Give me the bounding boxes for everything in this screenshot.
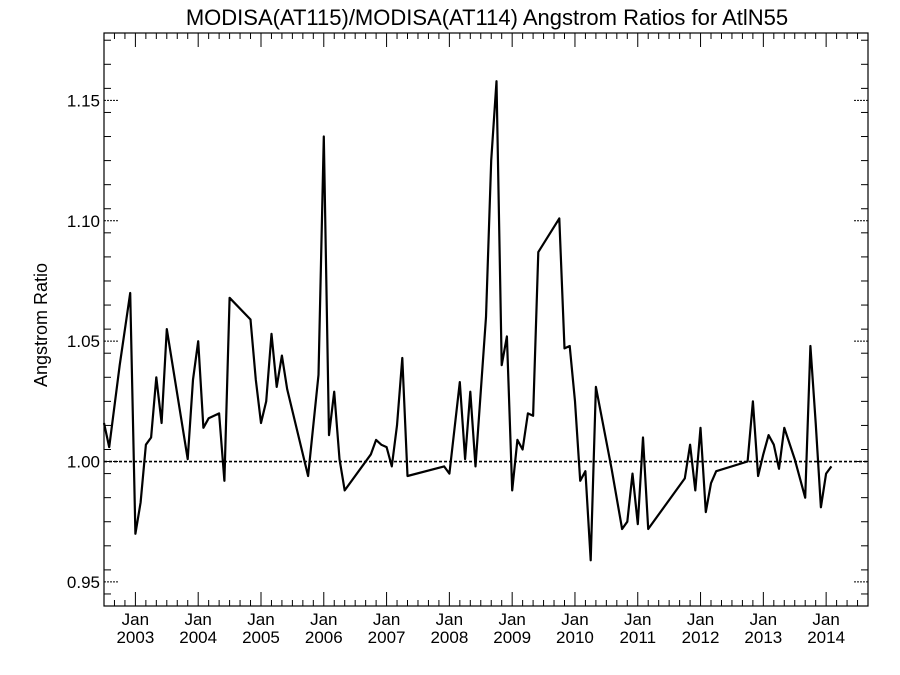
x-tick-year: 2004 <box>179 628 217 647</box>
x-tick-month: Jan <box>561 610 588 629</box>
y-ticks: 0.95 1.00 1.05 1.10 1.15 <box>67 39 868 595</box>
x-tick-month: Jan <box>247 610 274 629</box>
plot-frame <box>103 32 869 607</box>
x-tick-year: 2005 <box>242 628 280 647</box>
x-tick-month: Jan <box>310 610 337 629</box>
x-tick-month: Jan <box>624 610 651 629</box>
y-tick-label: 1.05 <box>67 332 100 351</box>
x-tick-month: Jan <box>750 610 777 629</box>
x-tick-year: 2013 <box>744 628 782 647</box>
y-tick-label: 1.10 <box>67 212 100 231</box>
x-tick-year: 2008 <box>430 628 468 647</box>
y-tick-label: 0.95 <box>67 573 100 592</box>
x-tick-year: 2006 <box>305 628 343 647</box>
x-tick-month: Jan <box>436 610 463 629</box>
series-line <box>102 80 833 562</box>
x-tick-year: 2014 <box>807 628 845 647</box>
x-tick-month: Jan <box>687 610 714 629</box>
x-tick-month: Jan <box>122 610 149 629</box>
x-tick-year: 2009 <box>493 628 531 647</box>
x-tick-year: 2003 <box>116 628 154 647</box>
x-ticks: Jan2003Jan2004Jan2005Jan2006Jan2007Jan20… <box>103 33 869 647</box>
y-axis-label: Angstrom Ratio <box>31 263 51 387</box>
x-tick-month: Jan <box>498 610 525 629</box>
x-tick-year: 2012 <box>682 628 720 647</box>
chart-title: MODISA(AT115)/MODISA(AT114) Angstrom Rat… <box>186 5 788 30</box>
x-tick-year: 2007 <box>368 628 406 647</box>
y-tick-label: 1.00 <box>67 453 100 472</box>
x-tick-year: 2011 <box>619 628 656 647</box>
y-tick-label: 1.15 <box>67 91 100 110</box>
x-tick-year: 2010 <box>556 628 594 647</box>
x-tick-month: Jan <box>373 610 400 629</box>
x-tick-month: Jan <box>184 610 211 629</box>
x-tick-month: Jan <box>812 610 839 629</box>
